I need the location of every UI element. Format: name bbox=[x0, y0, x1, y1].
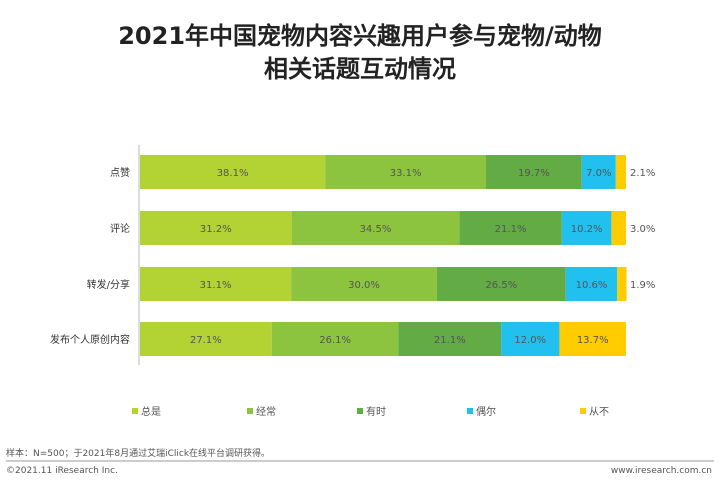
data-label: 31.2% bbox=[200, 224, 232, 235]
data-label: 12.0% bbox=[514, 335, 546, 346]
bar-segment bbox=[436, 267, 566, 301]
footer-divider bbox=[6, 460, 714, 462]
legend-label: 总是 bbox=[141, 405, 161, 418]
category-label: 发布个人原创内容 bbox=[50, 333, 130, 346]
legend-swatch bbox=[247, 408, 253, 414]
legend-label: 经常 bbox=[256, 405, 276, 418]
category-label: 转发/分享 bbox=[87, 278, 130, 291]
copyright: ©2021.11 iResearch Inc. bbox=[6, 466, 118, 476]
data-label: 33.1% bbox=[390, 168, 422, 179]
data-label: 3.0% bbox=[630, 224, 655, 235]
data-label: 27.1% bbox=[190, 335, 222, 346]
data-label: 34.5% bbox=[360, 224, 392, 235]
category-label: 评论 bbox=[110, 222, 130, 235]
data-label: 31.1% bbox=[200, 280, 232, 291]
data-label: 38.1% bbox=[217, 168, 249, 179]
website-link[interactable]: www.iresearch.com.cn bbox=[610, 466, 712, 476]
title-line-1: 2021年中国宠物内容兴趣用户参与宠物/动物 bbox=[118, 22, 602, 50]
data-label: 2.1% bbox=[630, 168, 655, 179]
bar-segment bbox=[501, 322, 560, 356]
bar-segment bbox=[291, 267, 437, 301]
title-line-2: 相关话题互动情况 bbox=[264, 55, 456, 83]
legend-swatch bbox=[132, 408, 138, 414]
bar-segment bbox=[291, 211, 460, 245]
data-label: 19.7% bbox=[518, 168, 550, 179]
data-label: 26.5% bbox=[485, 280, 517, 291]
bar-segment bbox=[611, 211, 626, 245]
data-label: 10.6% bbox=[576, 280, 608, 291]
stacked-bar-chart: 点赞 38.1% 33.1% 19.7% 7.0% 2.1% 评论 31.2% 34.5% 21.… bbox=[50, 145, 655, 418]
legend-label: 有时 bbox=[366, 405, 386, 418]
bar-segment bbox=[398, 322, 502, 356]
bar-segment bbox=[617, 267, 627, 301]
bar-segment bbox=[559, 322, 626, 356]
data-label: 1.9% bbox=[630, 280, 655, 291]
bar-segment bbox=[615, 155, 626, 189]
data-label: 13.7% bbox=[577, 335, 609, 346]
data-label: 10.2% bbox=[571, 224, 603, 235]
category-label: 点赞 bbox=[110, 166, 130, 179]
legend-label: 偶尔 bbox=[476, 405, 496, 418]
bar-segment bbox=[140, 155, 326, 189]
legend-swatch bbox=[580, 408, 586, 414]
bar-segment bbox=[140, 322, 272, 356]
data-label: 7.0% bbox=[586, 168, 611, 179]
bar-segment bbox=[325, 155, 487, 189]
legend-swatch bbox=[467, 408, 473, 414]
chart-title: 2021年中国宠物内容兴趣用户参与宠物/动物 相关话题互动情况 bbox=[0, 20, 720, 86]
bar-segment bbox=[565, 267, 618, 301]
data-label: 30.0% bbox=[348, 280, 380, 291]
data-label: 26.1% bbox=[319, 335, 351, 346]
legend-label: 从不 bbox=[589, 407, 609, 418]
bar-segment bbox=[459, 211, 562, 245]
sample-note: 样本：N=500；于2021年8月通过艾瑞iClick在线平台调研获得。 bbox=[6, 449, 271, 459]
bar-segment bbox=[486, 155, 582, 189]
bar-segment bbox=[561, 211, 612, 245]
legend-swatch bbox=[357, 408, 363, 414]
bar-segment bbox=[140, 211, 292, 245]
bar-segment bbox=[581, 155, 616, 189]
bar-segment bbox=[140, 267, 292, 301]
data-label: 21.1% bbox=[434, 335, 466, 346]
bar-segment bbox=[271, 322, 399, 356]
data-label: 21.1% bbox=[495, 224, 527, 235]
